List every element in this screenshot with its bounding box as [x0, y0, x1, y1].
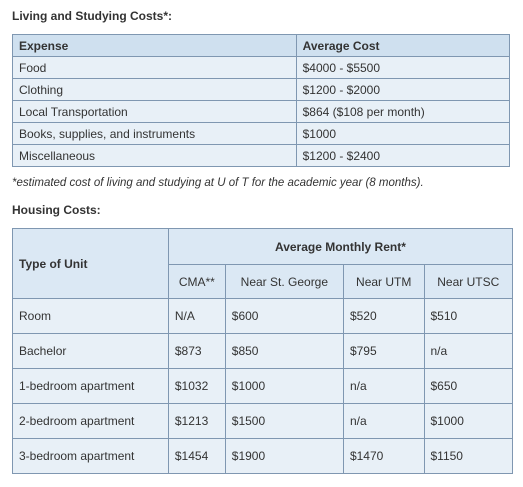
expense-cell: Local Transportation: [12, 100, 297, 123]
cma-cell: $873: [167, 333, 226, 369]
cost-cell: $1200 - $2000: [295, 78, 511, 101]
utsc-cell: $1000: [423, 403, 513, 439]
table-row: Bachelor $873 $850 $795 n/a: [12, 333, 513, 369]
unit-type-cell: Bachelor: [12, 333, 169, 369]
cma-cell: N/A: [167, 298, 226, 334]
utm-cell: n/a: [342, 403, 425, 439]
expense-cell: Books, supplies, and instruments: [12, 122, 297, 145]
table-row: 2-bedroom apartment $1213 $1500 n/a $100…: [12, 403, 513, 439]
st-george-cell: $600: [224, 298, 344, 334]
utsc-cell: $510: [423, 298, 513, 334]
unit-type-cell: 1-bedroom apartment: [12, 368, 169, 404]
st-george-column-header: Near St. George: [224, 264, 344, 299]
utm-cell: $520: [342, 298, 425, 334]
cma-column-header: CMA**: [167, 264, 226, 299]
expense-cell: Food: [12, 56, 297, 79]
cma-cell: $1032: [167, 368, 226, 404]
table-header-row: Type of Unit Average Monthly Rent*: [12, 228, 514, 299]
utm-cell: $1470: [342, 438, 425, 474]
utsc-cell: $650: [423, 368, 513, 404]
table-row: Books, supplies, and instruments $1000: [12, 122, 511, 145]
table-row: Room N/A $600 $520 $510: [12, 298, 513, 334]
utm-cell: n/a: [342, 368, 425, 404]
table-row: 1-bedroom apartment $1032 $1000 n/a $650: [12, 368, 513, 404]
st-george-cell: $1900: [224, 438, 344, 474]
cost-cell: $4000 - $5500: [295, 56, 511, 79]
type-of-unit-header: Type of Unit: [12, 228, 169, 299]
living-costs-heading: Living and Studying Costs*:: [12, 9, 173, 23]
table-subheader-row: CMA** Near St. George Near UTM Near UTSC: [13, 264, 513, 299]
st-george-cell: $1500: [224, 403, 344, 439]
table-row: Miscellaneous $1200 - $2400: [12, 144, 511, 167]
expense-column-header: Expense: [12, 34, 297, 57]
cma-cell: $1213: [167, 403, 226, 439]
st-george-cell: $1000: [224, 368, 344, 404]
living-costs-footnote: *estimated cost of living and studying a…: [12, 177, 424, 189]
unit-type-cell: 3-bedroom apartment: [12, 438, 169, 474]
expense-cell: Clothing: [12, 78, 297, 101]
utm-cell: $795: [342, 333, 425, 369]
table-row: Local Transportation $864 ($108 per mont…: [12, 100, 511, 123]
st-george-cell: $850: [224, 333, 344, 369]
table-row: 3-bedroom apartment $1454 $1900 $1470 $1…: [12, 438, 513, 474]
utm-column-header: Near UTM: [342, 264, 425, 299]
cost-cell: $1000: [295, 122, 511, 145]
utsc-column-header: Near UTSC: [423, 264, 513, 299]
housing-costs-heading: Housing Costs:: [12, 203, 101, 217]
cost-cell: $1200 - $2400: [295, 144, 511, 167]
average-cost-column-header: Average Cost: [295, 34, 511, 57]
housing-costs-table: Type of Unit Average Monthly Rent* CMA**…: [12, 228, 514, 474]
average-monthly-rent-header: Average Monthly Rent*: [167, 228, 514, 265]
expense-cell: Miscellaneous: [12, 144, 297, 167]
table-row: Clothing $1200 - $2000: [12, 78, 511, 101]
table-header-row: Expense Average Cost: [12, 34, 511, 57]
unit-type-cell: 2-bedroom apartment: [12, 403, 169, 439]
cost-cell: $864 ($108 per month): [295, 100, 511, 123]
living-costs-table: Expense Average Cost Food $4000 - $5500 …: [12, 34, 511, 167]
cma-cell: $1454: [167, 438, 226, 474]
utsc-cell: $1150: [423, 438, 513, 474]
unit-type-cell: Room: [12, 298, 169, 334]
table-row: Food $4000 - $5500: [12, 56, 511, 79]
utsc-cell: n/a: [423, 333, 513, 369]
